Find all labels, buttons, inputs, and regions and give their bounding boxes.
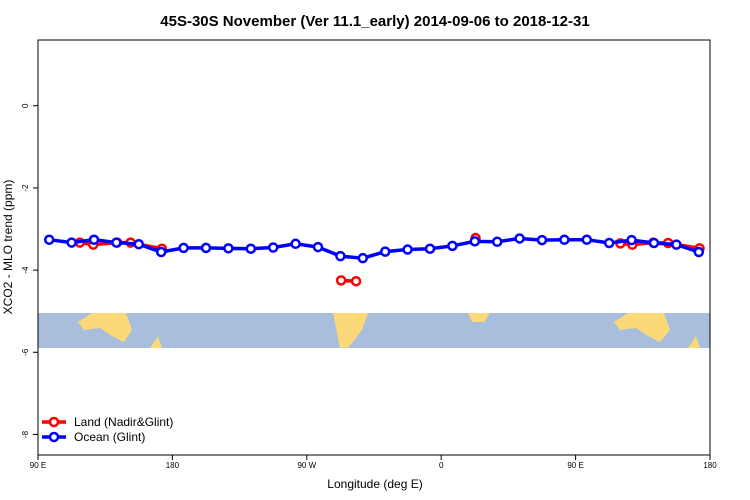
series-point xyxy=(693,246,705,258)
y-tick-label: -4 xyxy=(21,266,30,274)
series-point xyxy=(469,236,481,247)
series-point xyxy=(111,237,122,248)
series-point xyxy=(350,275,362,287)
series-point xyxy=(379,246,391,257)
series-point xyxy=(648,237,660,249)
series-point xyxy=(603,237,615,249)
y-tick-label: -2 xyxy=(21,184,30,192)
series-point xyxy=(223,243,234,254)
series-point xyxy=(357,252,369,264)
x-axis-label: Longitude (deg E) xyxy=(327,477,422,491)
x-tick-label: 90 W xyxy=(297,461,316,470)
series-point xyxy=(559,234,570,245)
chart-title: 45S-30S November (Ver 11.1_early) 2014-0… xyxy=(160,13,589,30)
x-tick-label: 0 xyxy=(439,461,444,470)
series-point xyxy=(335,275,347,286)
y-tick-label: 0 xyxy=(21,103,30,108)
map-strip xyxy=(38,313,710,348)
series-point xyxy=(66,237,77,248)
series-point xyxy=(536,234,548,246)
y-tick-label: -6 xyxy=(21,348,30,356)
series-line xyxy=(48,236,700,260)
x-tick-label: 90 E xyxy=(567,461,583,470)
series-point xyxy=(290,238,301,250)
series-point xyxy=(200,242,212,254)
legend-marker xyxy=(48,431,60,443)
series-point xyxy=(245,243,257,254)
series-point xyxy=(155,246,167,258)
series-point xyxy=(447,240,458,252)
series-point xyxy=(424,243,436,254)
y-axis-label: XCO2 - MLO trend (ppm) xyxy=(1,180,15,315)
series-point xyxy=(267,242,279,253)
series-point xyxy=(335,250,346,262)
series-point xyxy=(312,241,324,253)
series-point xyxy=(671,239,682,250)
x-tick-label: 90 E xyxy=(30,461,46,470)
y-tick-label: -8 xyxy=(21,430,30,438)
series-point xyxy=(133,238,145,250)
series-point xyxy=(491,236,503,247)
series-point xyxy=(88,234,100,245)
series-point xyxy=(626,234,637,246)
legend-marker xyxy=(48,416,60,428)
series-point xyxy=(178,242,189,254)
series-point xyxy=(581,234,593,245)
legend-label: Ocean (Glint) xyxy=(74,430,145,444)
series-point xyxy=(402,244,413,255)
series-point xyxy=(43,234,55,245)
plot-frame xyxy=(37,39,711,456)
x-tick-label: 180 xyxy=(703,461,717,470)
legend-label: Land (Nadir&Glint) xyxy=(74,415,173,429)
series-point xyxy=(514,233,525,244)
x-tick-label: 180 xyxy=(166,461,180,470)
